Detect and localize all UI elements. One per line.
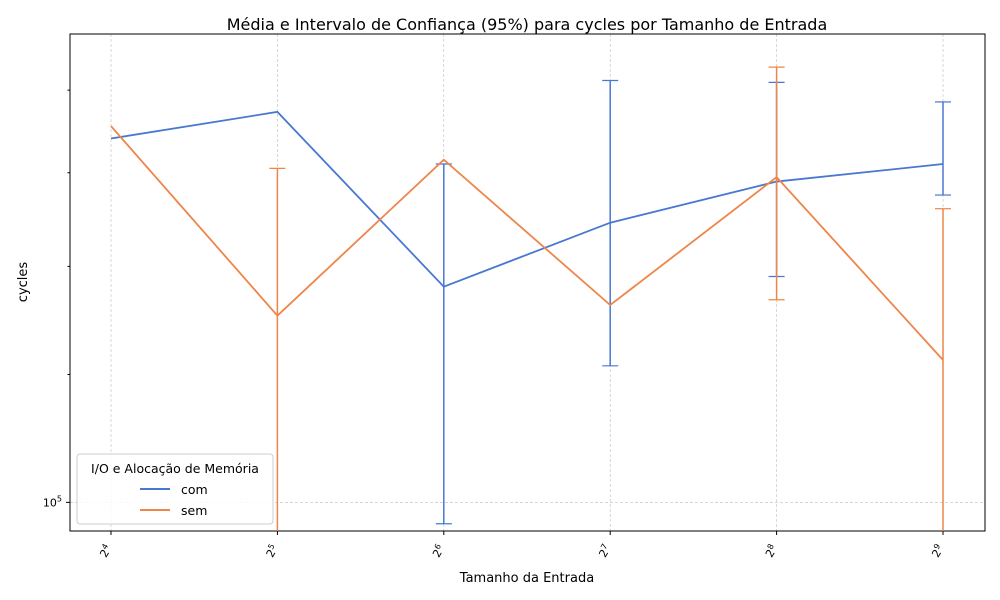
y-tick-label: 105 (43, 494, 62, 509)
y-axis: 105 (43, 89, 70, 509)
legend-title: I/O e Alocação de Memória (91, 461, 259, 476)
legend-label-com: com (181, 482, 208, 497)
series-layer (110, 66, 951, 531)
x-tick-label: 24 (96, 542, 114, 559)
legend-label-sem: sem (181, 503, 207, 518)
x-tick-label-text: 27 (596, 542, 614, 559)
x-tick-label-text: 26 (429, 542, 447, 559)
x-tick-label: 25 (263, 542, 281, 559)
legend: I/O e Alocação de Memória com sem (76, 453, 274, 525)
x-tick-label-text: 29 (928, 542, 946, 559)
x-tick-label-text: 28 (762, 542, 780, 559)
x-axis-label: Tamanho da Entrada (459, 571, 594, 586)
x-tick-label-text: 24 (96, 542, 114, 559)
x-tick-label: 28 (762, 542, 780, 559)
series-line (110, 125, 944, 361)
x-tick-label: 29 (928, 542, 946, 559)
chart-title: Média e Intervalo de Confiança (95%) par… (227, 15, 828, 34)
series-line (110, 110, 944, 288)
x-tick-label: 27 (596, 542, 614, 559)
y-axis-label: cycles (16, 262, 31, 303)
x-tick-label-text: 25 (263, 542, 281, 559)
x-axis: 24 25 26 27 28 29 (96, 531, 946, 560)
series-sem (110, 66, 951, 531)
legend-box (76, 453, 274, 525)
x-tick-label: 26 (429, 542, 447, 559)
plot-area (69, 33, 986, 532)
